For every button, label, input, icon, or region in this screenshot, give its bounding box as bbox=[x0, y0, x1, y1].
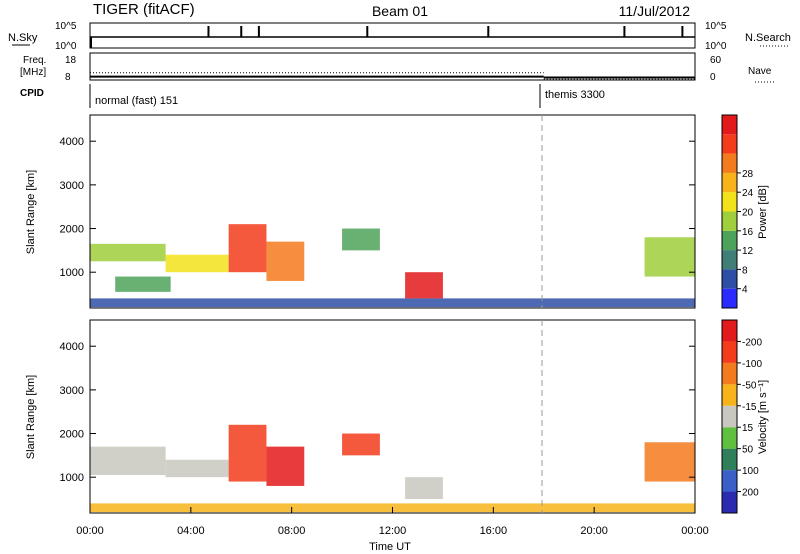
power-colorbar-swatch bbox=[722, 115, 737, 135]
velocity-colorbar-swatch bbox=[722, 470, 737, 492]
velocity-colorbar-swatch bbox=[722, 427, 737, 449]
velocity-colorbar-swatch bbox=[722, 362, 737, 385]
velocity-colorbar-tick-label: 200 bbox=[742, 488, 759, 499]
power-colorbar-swatch bbox=[722, 211, 737, 231]
power-colorbar-tick-label: 12 bbox=[742, 246, 754, 257]
velocity-colorbar-swatch bbox=[722, 320, 737, 342]
velocity-colorbar-tick-label: 15 bbox=[742, 423, 754, 434]
station-title: TIGER (fitACF) bbox=[93, 1, 195, 18]
power-echo bbox=[405, 272, 443, 299]
time-tick-label: 00:00 bbox=[681, 525, 709, 537]
power-colorbar-swatch bbox=[722, 192, 737, 212]
velocity-colorbar-frame bbox=[721, 319, 738, 514]
velocity-colorbar-label: Velocity [m s⁻¹] bbox=[757, 380, 769, 454]
time-axis-label: Time UT bbox=[369, 541, 411, 553]
power-echo bbox=[644, 237, 695, 277]
beam-title: Beam 01 bbox=[372, 3, 428, 19]
velocity-colorbar-tick-label: -200 bbox=[742, 337, 762, 348]
velocity-echo bbox=[405, 477, 443, 500]
velocity-panel: Slant Range [km] 1000 2000 3000 4000 00:00 0… bbox=[25, 319, 709, 553]
cpid-segment-2: themis 3300 bbox=[545, 89, 605, 101]
power-echo bbox=[228, 224, 267, 273]
power-colorbar-swatch bbox=[722, 172, 737, 193]
velocity-colorbar-tick-label: 50 bbox=[742, 445, 754, 456]
time-tick-label: 20:00 bbox=[580, 525, 608, 537]
noise-panel: N.Sky N.Search 10^5 10^0 10^5 10^0 bbox=[8, 21, 791, 52]
power-colorbar-tick-label: 24 bbox=[742, 188, 754, 199]
nave-tick-hi: 60 bbox=[710, 55, 722, 66]
freq-unit-label: [MHz] bbox=[20, 67, 46, 78]
power-echo bbox=[266, 241, 305, 281]
nave-tick-lo: 0 bbox=[710, 72, 716, 83]
time-tick-label: 00:00 bbox=[76, 525, 104, 537]
velocity-echo bbox=[266, 446, 305, 486]
velocity-echo bbox=[165, 459, 229, 478]
velocity-echo bbox=[90, 446, 166, 476]
freq-label: Freq. bbox=[23, 55, 46, 66]
velocity-echo bbox=[342, 433, 380, 456]
velocity-ytick-label: 2000 bbox=[60, 429, 84, 441]
velocity-colorbar-tick-label: -100 bbox=[742, 359, 762, 370]
velocity-ytick-label: 1000 bbox=[60, 472, 84, 484]
power-colorbar-tick-label: 4 bbox=[742, 285, 748, 296]
power-colorbar-swatch bbox=[722, 250, 737, 270]
frequency-panel: Freq. [MHz] 18 8 Nave 60 0 bbox=[20, 52, 775, 83]
power-ytick-label: 2000 bbox=[60, 224, 84, 236]
noise-right-label: N.Search bbox=[745, 32, 791, 44]
noise-right-tick-hi: 10^5 bbox=[705, 21, 727, 32]
time-tick-label: 04:00 bbox=[177, 525, 205, 537]
velocity-ylabel: Slant Range [km] bbox=[25, 375, 37, 459]
velocity-colorbar-tick-label: 100 bbox=[742, 466, 759, 477]
velocity-colorbar-swatch bbox=[722, 491, 737, 513]
velocity-colorbar-swatch bbox=[722, 405, 737, 428]
cpid-label: CPID bbox=[20, 88, 44, 99]
power-colorbar-swatch bbox=[722, 153, 737, 173]
power-ytick-label: 4000 bbox=[60, 136, 84, 148]
time-tick-label: 12:00 bbox=[379, 525, 407, 537]
velocity-echo bbox=[644, 442, 695, 482]
power-echo bbox=[90, 243, 166, 262]
noise-left-tick-lo: 10^0 bbox=[55, 41, 77, 52]
cpid-segment-1: normal (fast) 151 bbox=[95, 95, 178, 107]
velocity-colorbar-swatch bbox=[722, 341, 737, 363]
power-colorbar-swatch bbox=[722, 134, 737, 154]
power-echo bbox=[115, 276, 171, 292]
noise-left-tick-hi: 10^5 bbox=[55, 21, 77, 32]
velocity-echo bbox=[228, 424, 267, 482]
velocity-colorbar-tick-label: -15 bbox=[742, 402, 757, 413]
nave-label: Nave bbox=[748, 66, 772, 77]
velocity-ytick-label: 4000 bbox=[60, 341, 84, 353]
power-colorbar-label: Power [dB] bbox=[757, 185, 769, 239]
power-colorbar-swatch bbox=[722, 288, 737, 308]
velocity-ytick-label: 3000 bbox=[60, 385, 84, 397]
noise-right-tick-lo: 10^0 bbox=[705, 41, 727, 52]
power-colorbar-swatch bbox=[722, 230, 737, 251]
power-colorbar-tick-label: 8 bbox=[742, 265, 748, 276]
power-ytick-label: 3000 bbox=[60, 180, 84, 192]
noise-left-label: N.Sky bbox=[8, 32, 38, 44]
freq-tick-hi: 18 bbox=[65, 55, 77, 66]
power-colorbar-tick-label: 28 bbox=[742, 169, 754, 180]
velocity-colorbar-swatch bbox=[722, 448, 737, 471]
power-colorbar-tick-label: 16 bbox=[742, 227, 754, 238]
power-colorbar-tick-label: 20 bbox=[742, 208, 754, 219]
velocity-colorbar-tick-label: -50 bbox=[742, 380, 757, 391]
cpid-panel: CPID normal (fast) 151 themis 3300 bbox=[20, 84, 605, 108]
power-colorbar-swatch bbox=[722, 269, 737, 289]
power-echo bbox=[342, 228, 380, 251]
velocity-colorbar-swatch bbox=[722, 384, 737, 406]
freq-tick-lo: 8 bbox=[65, 72, 71, 83]
velocity-colorbar: 200 100 50 15 -15 -50 -100 -200 Velocity [m s⁻¹… bbox=[721, 319, 769, 514]
power-echo bbox=[90, 298, 695, 308]
time-tick-label: 16:00 bbox=[480, 525, 508, 537]
power-ylabel: Slant Range [km] bbox=[25, 170, 37, 254]
power-echo bbox=[165, 254, 229, 273]
power-ytick-label: 1000 bbox=[60, 267, 84, 279]
power-panel: Slant Range [km] 1000 2000 3000 4000 bbox=[25, 114, 696, 309]
power-colorbar: 4 8 12 16 20 24 28 Power [dB] bbox=[721, 114, 769, 309]
date-title: 11/Jul/2012 bbox=[619, 3, 691, 19]
time-tick-label: 08:00 bbox=[278, 525, 306, 537]
